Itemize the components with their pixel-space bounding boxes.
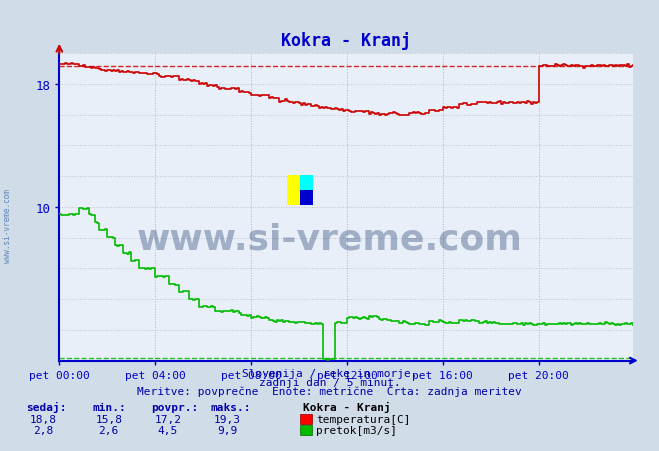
Text: Slovenija / reke in morje.: Slovenija / reke in morje. xyxy=(242,368,417,378)
Text: 2,8: 2,8 xyxy=(33,425,53,435)
Title: Kokra - Kranj: Kokra - Kranj xyxy=(281,32,411,50)
Text: zadnji dan / 5 minut.: zadnji dan / 5 minut. xyxy=(258,377,401,387)
Text: temperatura[C]: temperatura[C] xyxy=(316,414,411,423)
Text: sedaj:: sedaj: xyxy=(26,401,67,412)
Text: Meritve: povprečne  Enote: metrične  Črta: zadnja meritev: Meritve: povprečne Enote: metrične Črta:… xyxy=(137,385,522,396)
Text: Kokra - Kranj: Kokra - Kranj xyxy=(303,401,391,412)
Text: 15,8: 15,8 xyxy=(96,414,122,423)
Text: min.:: min.: xyxy=(92,402,126,412)
Text: povpr.:: povpr.: xyxy=(152,402,199,412)
Text: pretok[m3/s]: pretok[m3/s] xyxy=(316,425,397,435)
Text: 19,3: 19,3 xyxy=(214,414,241,423)
Text: 17,2: 17,2 xyxy=(155,414,181,423)
Text: www.si-vreme.com: www.si-vreme.com xyxy=(136,222,523,256)
Text: 2,6: 2,6 xyxy=(99,425,119,435)
Text: 18,8: 18,8 xyxy=(30,414,56,423)
Text: 9,9: 9,9 xyxy=(217,425,237,435)
Text: www.si-vreme.com: www.si-vreme.com xyxy=(3,189,13,262)
Text: maks.:: maks.: xyxy=(211,402,251,412)
Text: 4,5: 4,5 xyxy=(158,425,178,435)
